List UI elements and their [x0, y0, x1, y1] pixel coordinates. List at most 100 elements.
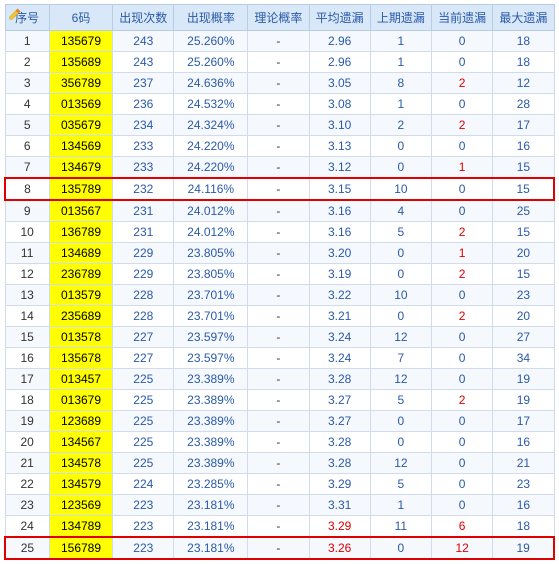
table-row[interactable]: 113567924325.260%-2.961018 [5, 31, 554, 52]
cell-cur: 0 [432, 369, 493, 390]
table-row[interactable]: 1801367922523.389%-3.275219 [5, 390, 554, 411]
cell-avg: 3.29 [309, 474, 370, 495]
col-header-cur[interactable]: 当前遗漏 [432, 5, 493, 31]
cell-theo: - [248, 474, 309, 495]
table-row[interactable]: 1912368922523.389%-3.270017 [5, 411, 554, 432]
table-row[interactable]: 1223678922923.805%-3.190215 [5, 264, 554, 285]
cell-avg: 3.29 [309, 516, 370, 538]
table-row[interactable]: 503567923424.324%-3.102217 [5, 115, 554, 136]
table-row[interactable]: 2113457822523.389%-3.2812021 [5, 453, 554, 474]
cell-max: 18 [493, 516, 554, 538]
cell-theo: - [248, 327, 309, 348]
col-header-theo[interactable]: 理论概率 [248, 5, 309, 31]
cell-count: 225 [113, 390, 174, 411]
cell-count: 225 [113, 453, 174, 474]
cell-count: 236 [113, 94, 174, 115]
cell-max: 23 [493, 285, 554, 306]
cell-count: 233 [113, 157, 174, 179]
cell-cur: 6 [432, 516, 493, 538]
cell-cur: 2 [432, 264, 493, 285]
cell-code: 135679 [49, 31, 112, 52]
col-header-code[interactable]: 6码 [49, 5, 112, 31]
cell-prev: 4 [370, 200, 431, 222]
cell-code: 134569 [49, 136, 112, 157]
table-row[interactable]: 2413478922323.181%-3.2911618 [5, 516, 554, 538]
cell-code: 123569 [49, 495, 112, 516]
table-row[interactable]: 401356923624.532%-3.081028 [5, 94, 554, 115]
table-row[interactable]: 1613567822723.597%-3.247034 [5, 348, 554, 369]
cell-cur: 2 [432, 222, 493, 243]
cell-max: 18 [493, 31, 554, 52]
cell-code: 235689 [49, 306, 112, 327]
col-header-count[interactable]: 出现次数 [113, 5, 174, 31]
cell-prob: 23.701% [174, 285, 248, 306]
cell-prob: 24.220% [174, 157, 248, 179]
cell-code: 035679 [49, 115, 112, 136]
cell-count: 227 [113, 348, 174, 369]
cell-cur: 0 [432, 411, 493, 432]
cell-count: 224 [113, 474, 174, 495]
cell-avg: 3.28 [309, 432, 370, 453]
table-row[interactable]: 1701345722523.389%-3.2812019 [5, 369, 554, 390]
col-header-avg[interactable]: 平均遗漏 [309, 5, 370, 31]
table-row[interactable]: 2515678922323.181%-3.2601219 [5, 537, 554, 559]
cell-index: 17 [5, 369, 49, 390]
cell-cur: 0 [432, 432, 493, 453]
cell-count: 223 [113, 537, 174, 559]
cell-prob: 24.532% [174, 94, 248, 115]
table-row[interactable]: 901356723124.012%-3.164025 [5, 200, 554, 222]
table-row[interactable]: 1301357922823.701%-3.2210023 [5, 285, 554, 306]
cell-avg: 3.20 [309, 243, 370, 264]
cell-theo: - [248, 537, 309, 559]
table-row[interactable]: 613456923324.220%-3.130016 [5, 136, 554, 157]
table-row[interactable]: 1501357822723.597%-3.2412027 [5, 327, 554, 348]
cell-prev: 0 [370, 157, 431, 179]
cell-prev: 1 [370, 31, 431, 52]
cell-prev: 1 [370, 495, 431, 516]
cell-index: 8 [5, 178, 49, 200]
cell-prev: 0 [370, 136, 431, 157]
cell-theo: - [248, 453, 309, 474]
cell-index: 6 [5, 136, 49, 157]
col-label: 出现概率 [187, 11, 235, 25]
table-row[interactable]: 1423568922823.701%-3.210220 [5, 306, 554, 327]
cell-code: 136789 [49, 222, 112, 243]
cell-prob: 23.389% [174, 453, 248, 474]
table-row[interactable]: 1113468922923.805%-3.200120 [5, 243, 554, 264]
cell-prob: 24.220% [174, 136, 248, 157]
cell-prob: 23.701% [174, 306, 248, 327]
cell-count: 228 [113, 285, 174, 306]
table-row[interactable]: 335678923724.636%-3.058212 [5, 73, 554, 94]
cell-count: 243 [113, 52, 174, 73]
cell-code: 134579 [49, 474, 112, 495]
table-row[interactable]: 2213457922423.285%-3.295023 [5, 474, 554, 495]
cell-avg: 3.24 [309, 327, 370, 348]
cell-code: 134689 [49, 243, 112, 264]
cell-prob: 23.389% [174, 411, 248, 432]
cell-prev: 12 [370, 327, 431, 348]
table-body: 113567924325.260%-2.961018213568924325.2… [5, 31, 554, 560]
table-row[interactable]: 713467923324.220%-3.120115 [5, 157, 554, 179]
col-header-prev[interactable]: 上期遗漏 [370, 5, 431, 31]
table-row[interactable]: 2312356922323.181%-3.311016 [5, 495, 554, 516]
cell-max: 19 [493, 369, 554, 390]
cell-theo: - [248, 136, 309, 157]
table-row[interactable]: 2013456722523.389%-3.280016 [5, 432, 554, 453]
table-row[interactable]: 813578923224.116%-3.1510015 [5, 178, 554, 200]
cell-max: 16 [493, 432, 554, 453]
cell-avg: 3.27 [309, 390, 370, 411]
cell-index: 10 [5, 222, 49, 243]
cell-index: 11 [5, 243, 49, 264]
cell-max: 28 [493, 94, 554, 115]
table-row[interactable]: 1013678923124.012%-3.165215 [5, 222, 554, 243]
col-header-prob[interactable]: 出现概率 [174, 5, 248, 31]
cell-theo: - [248, 73, 309, 94]
col-header-index[interactable]: 序号 [5, 5, 49, 31]
cell-max: 25 [493, 200, 554, 222]
cell-code: 013457 [49, 369, 112, 390]
table-row[interactable]: 213568924325.260%-2.961018 [5, 52, 554, 73]
cell-theo: - [248, 243, 309, 264]
col-header-max[interactable]: 最大遗漏 [493, 5, 554, 31]
cell-count: 232 [113, 178, 174, 200]
cell-index: 14 [5, 306, 49, 327]
